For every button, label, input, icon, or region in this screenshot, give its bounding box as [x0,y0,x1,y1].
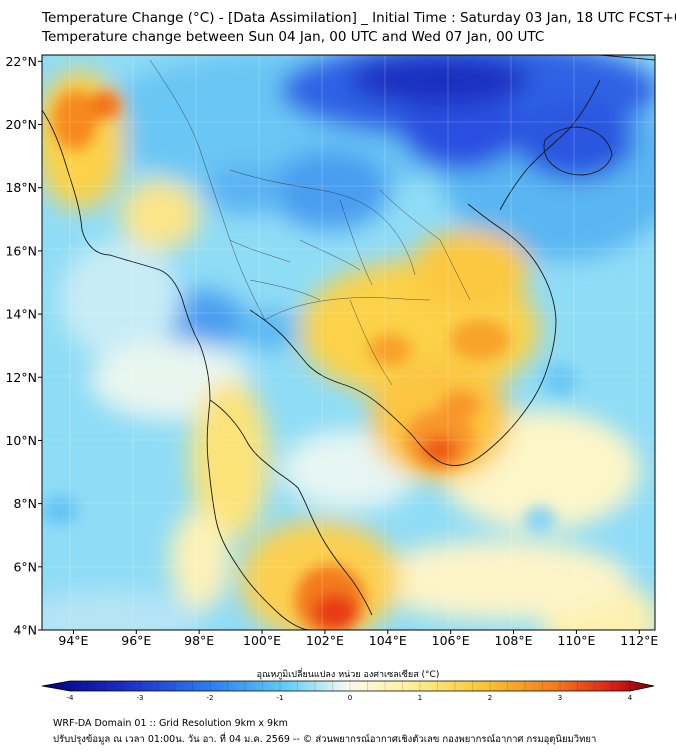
latitude-axis: 22°N 20°N 18°N 16°N 14°N 12°N 10°N 8°N 6°N 4°N [5,54,42,638]
coastlines [42,55,655,630]
lon-tick-label: 112°E [620,633,658,648]
map-title: Temperature Change (°C) - [Data Assimila… [42,10,676,26]
map-subtitle: Temperature change between Sun 04 Jan, 0… [42,29,545,45]
colorbar-tick-label: -2 [207,694,214,700]
lon-tick-label: 94°E [58,633,88,648]
lat-tick-label: 20°N [5,117,37,132]
lat-tick-label: 22°N [5,54,37,69]
colorbar-tick-label: 4 [628,694,633,700]
colorbar-tick-label: -1 [277,694,284,700]
lat-tick-label: 12°N [5,370,37,385]
colorbar-tick-label: 3 [558,694,562,700]
borders [149,59,471,386]
map-frame [41,54,656,631]
temperature-field [42,55,655,630]
lat-tick-label: 14°N [5,307,37,322]
colorbar-tick-label: -4 [67,694,75,700]
colorbar [41,680,655,692]
lon-tick-label: 96°E [121,633,151,648]
lat-tick-label: 16°N [5,243,37,258]
lon-tick-label: 100°E [243,633,281,648]
lat-tick-label: 6°N [13,559,37,574]
lon-tick-label: 104°E [369,633,407,648]
colorbar-title: อุณหภูมิเปลี่ยนแปลง หน่วย องศาเซลเซียส (… [257,667,440,680]
colorbar-tick-label: 0 [348,694,352,700]
lon-tick-label: 108°E [495,633,533,648]
lat-tick-label: 18°N [5,180,37,195]
footer-update-info: ปรับปรุงข้อมูล ณ เวลา 01:00น. วัน อา. ที… [53,734,597,745]
colorbar-tick-label: 1 [418,694,422,700]
lon-tick-label: 98°E [184,633,214,648]
colorbar-tick-label: 2 [488,694,492,700]
lon-tick-label: 102°E [306,633,344,648]
footer-model-info: WRF-DA Domain 01 :: Grid Resolution 9km … [53,718,288,729]
colorbar-ticks: -4 -3 -2 -1 0 1 2 3 4 [67,681,633,700]
lat-tick-label: 8°N [13,496,37,511]
lat-tick-label: 4°N [13,623,37,638]
longitude-axis: 94°E 96°E 98°E 100°E 102°E 104°E 106°E 108°E 110… [58,630,658,648]
temperature-change-map: 22°N 20°N 18°N 16°N 14°N 12°N 10°N 8°N 6°N 4°N 94… [5,54,658,700]
gridlines [42,55,655,630]
lon-tick-label: 110°E [557,633,595,648]
lat-tick-label: 10°N [5,433,37,448]
colorbar-tick-label: -3 [137,694,144,700]
lon-tick-label: 106°E [432,633,470,648]
